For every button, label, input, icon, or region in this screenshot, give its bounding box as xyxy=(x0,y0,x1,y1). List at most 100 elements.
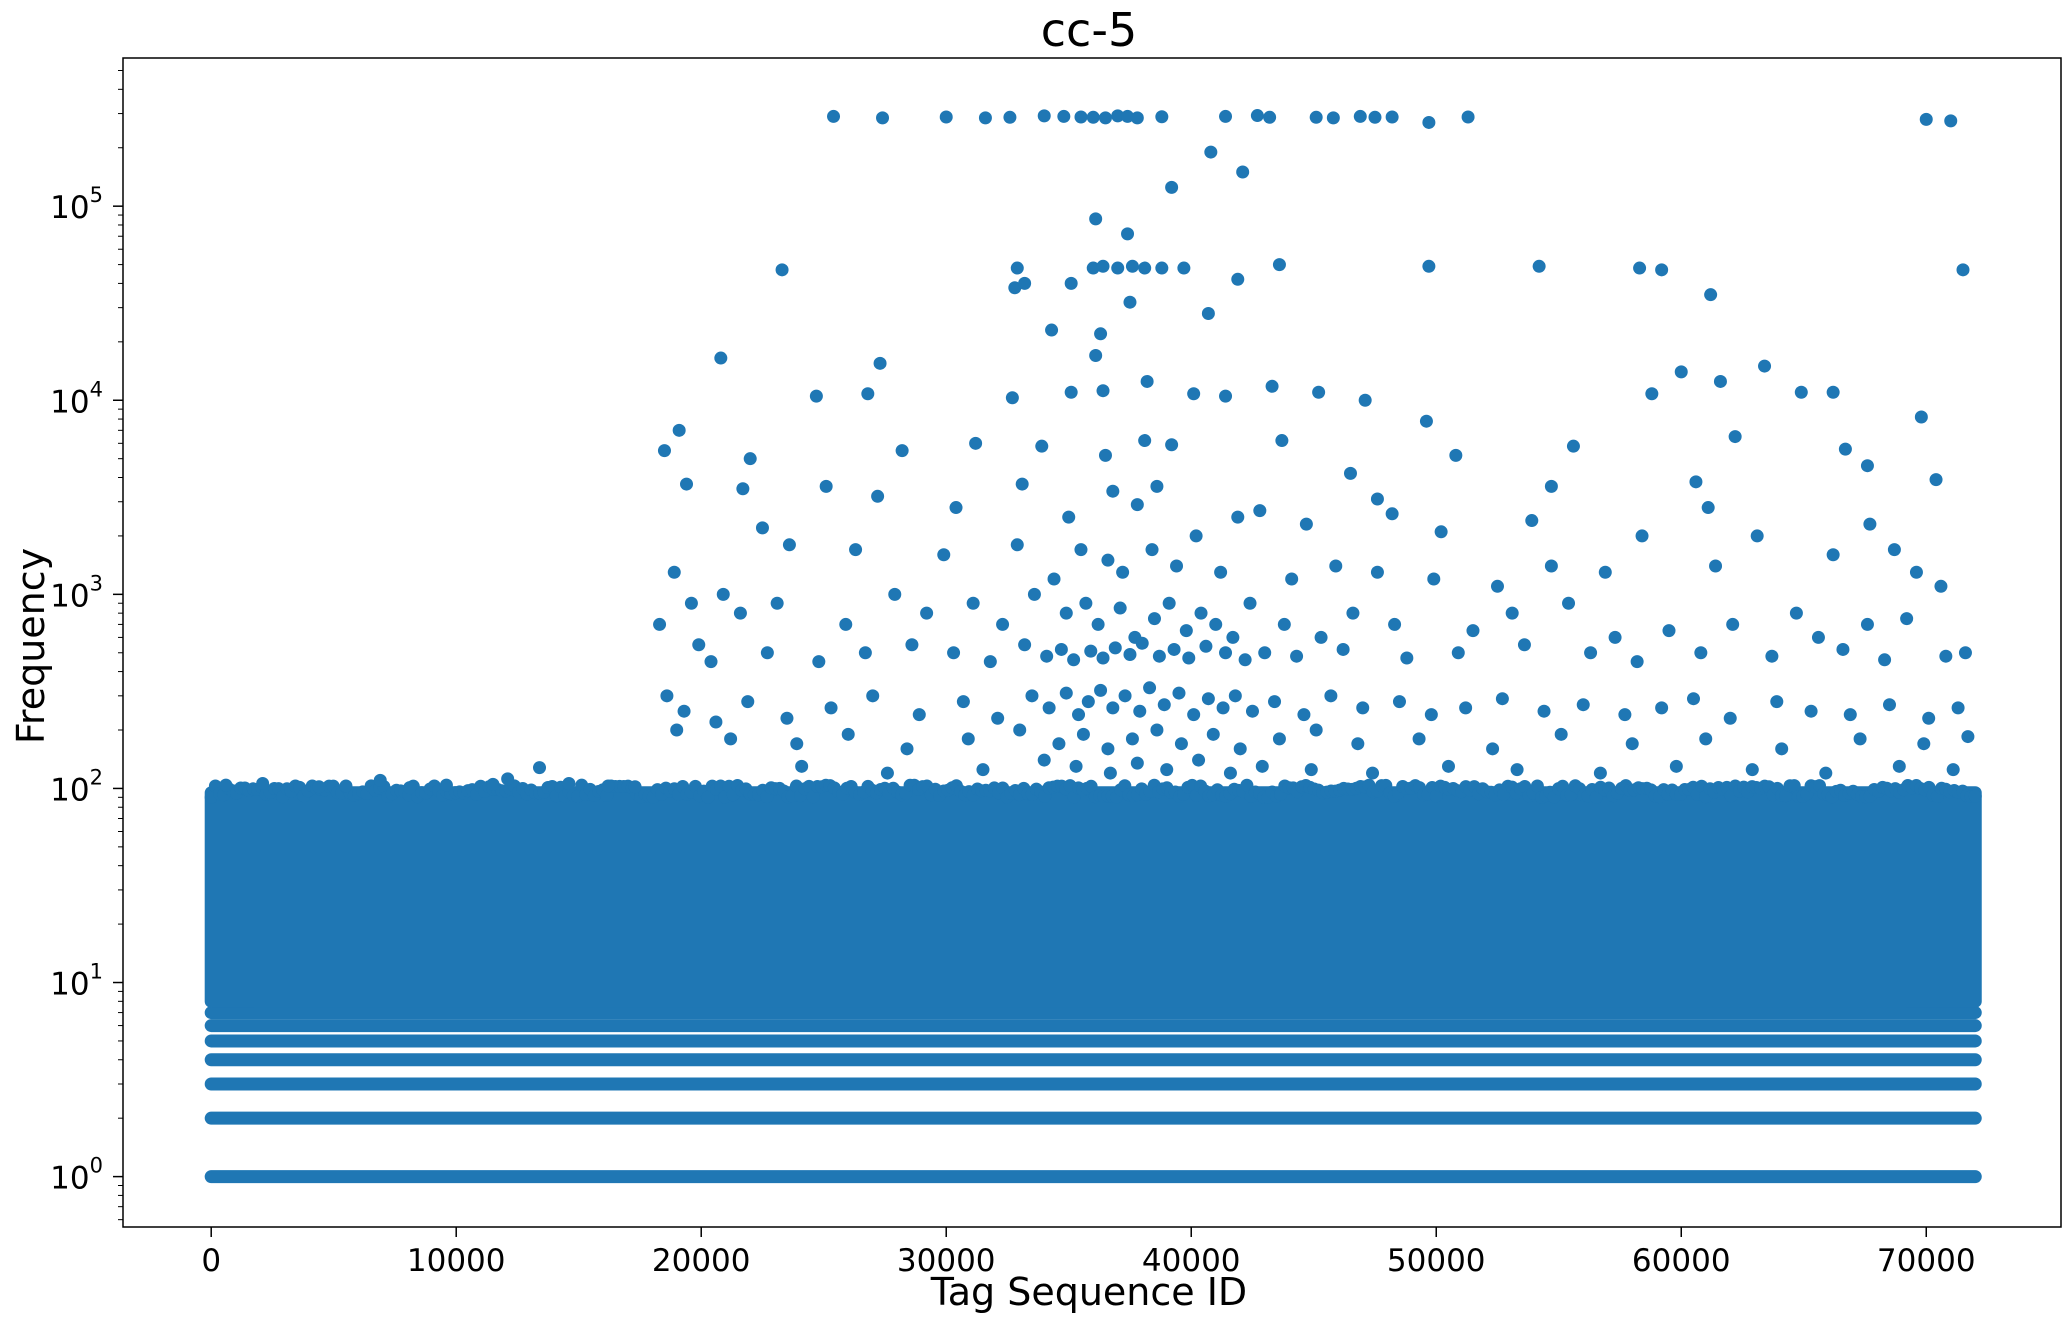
data-point xyxy=(876,111,890,125)
data-point xyxy=(660,689,674,703)
data-point xyxy=(839,617,853,631)
data-point xyxy=(1089,212,1103,226)
data-point xyxy=(1042,701,1056,715)
data-point-edge xyxy=(1787,779,1801,793)
data-point xyxy=(1486,742,1500,756)
dense-band-1 xyxy=(204,1111,1982,1125)
data-point xyxy=(741,695,755,709)
data-point xyxy=(841,727,855,741)
x-tick-label: 50000 xyxy=(1387,1243,1486,1279)
data-point xyxy=(1147,612,1161,626)
data-point xyxy=(1165,180,1179,194)
data-point xyxy=(1157,698,1171,712)
data-point xyxy=(1130,756,1144,770)
data-point xyxy=(775,263,789,277)
data-point xyxy=(680,477,694,491)
data-point xyxy=(1263,110,1277,124)
data-point xyxy=(1505,606,1519,620)
data-point xyxy=(1324,689,1338,703)
chart-title: cc-5 xyxy=(1041,3,1137,57)
data-point xyxy=(1917,737,1931,751)
data-point xyxy=(760,646,774,660)
data-point xyxy=(1094,327,1108,341)
data-point xyxy=(1064,385,1078,399)
data-point xyxy=(1111,109,1125,123)
data-point xyxy=(1388,617,1402,631)
data-point xyxy=(1074,543,1088,557)
data-point xyxy=(1106,701,1120,715)
data-point xyxy=(1633,261,1647,275)
data-point-edge xyxy=(1779,789,1793,803)
data-point xyxy=(1608,630,1622,644)
data-point xyxy=(1255,759,1269,773)
data-point xyxy=(1233,742,1247,756)
y-tick-label-base: 10 xyxy=(50,1161,89,1197)
data-point xyxy=(1750,529,1764,543)
data-point xyxy=(1079,596,1093,610)
dense-band-0 xyxy=(204,1170,1982,1184)
data-point xyxy=(1086,110,1100,124)
data-point xyxy=(1103,766,1117,780)
data-point xyxy=(501,772,515,786)
data-point xyxy=(900,742,914,756)
data-point xyxy=(1419,414,1433,428)
data-point xyxy=(1040,649,1054,663)
data-point xyxy=(1811,630,1825,644)
data-point xyxy=(1299,517,1313,531)
x-tick-label: 40000 xyxy=(1142,1243,1241,1279)
data-point xyxy=(1709,559,1723,573)
data-point xyxy=(755,521,769,535)
data-point xyxy=(1037,753,1051,767)
data-point xyxy=(1775,742,1789,756)
data-point xyxy=(1111,261,1125,275)
data-point xyxy=(1422,259,1436,273)
data-point xyxy=(1593,766,1607,780)
y-tick-label-base: 10 xyxy=(50,772,89,808)
data-point xyxy=(1219,389,1233,403)
data-point xyxy=(1174,737,1188,751)
data-point xyxy=(1167,642,1181,656)
data-point xyxy=(1052,737,1066,751)
data-point xyxy=(1145,543,1159,557)
data-point xyxy=(1116,565,1130,579)
y-tick-label-exponent: 3 xyxy=(90,571,103,595)
data-point xyxy=(880,766,894,780)
data-point xyxy=(1162,596,1176,610)
data-point xyxy=(1113,601,1127,615)
data-point xyxy=(1214,565,1228,579)
data-point xyxy=(1172,686,1186,700)
data-point xyxy=(1958,646,1972,660)
data-point xyxy=(677,704,691,718)
data-point xyxy=(1170,559,1184,573)
data-point xyxy=(1005,391,1019,405)
data-point xyxy=(1277,617,1291,631)
data-point xyxy=(1074,110,1088,124)
data-point xyxy=(1358,393,1372,407)
data-point xyxy=(672,423,686,437)
data-point xyxy=(1189,529,1203,543)
data-point xyxy=(1412,732,1426,746)
data-point xyxy=(736,482,750,496)
data-point xyxy=(1155,110,1169,124)
data-point xyxy=(1243,596,1257,610)
y-tick-label: 103 xyxy=(50,571,103,614)
dense-band-6 xyxy=(204,1006,1982,1020)
y-tick-label: 100 xyxy=(50,1154,103,1197)
data-point xyxy=(1155,261,1169,275)
data-point xyxy=(1919,112,1933,126)
data-point xyxy=(1758,359,1772,373)
data-point xyxy=(1003,110,1017,124)
data-point xyxy=(1304,763,1318,777)
x-tick-label: 10000 xyxy=(407,1243,506,1279)
data-point xyxy=(1121,227,1135,241)
data-point xyxy=(1165,438,1179,452)
data-point xyxy=(1329,559,1343,573)
data-point xyxy=(1326,111,1340,125)
data-point xyxy=(991,711,1005,725)
data-point xyxy=(1187,387,1201,401)
data-point xyxy=(1765,649,1779,663)
data-point xyxy=(1392,695,1406,709)
data-point xyxy=(1076,727,1090,741)
data-point xyxy=(1209,617,1223,631)
data-point xyxy=(1096,651,1110,665)
